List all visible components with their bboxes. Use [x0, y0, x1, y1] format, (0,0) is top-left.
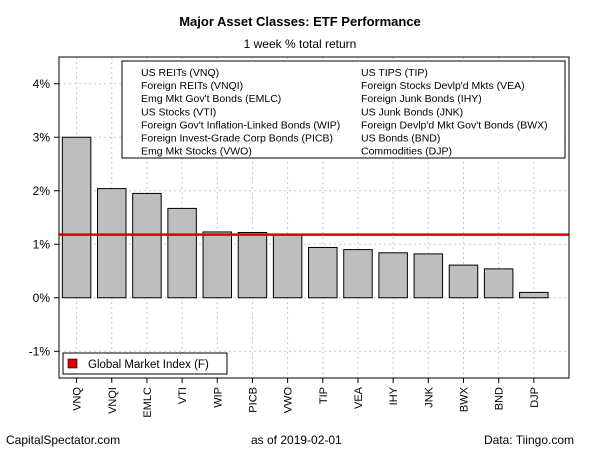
legend-reference-box [62, 352, 228, 375]
legend-etf-label: Foreign REITs (VNQI) [141, 80, 243, 92]
chart-title: Major Asset Classes: ETF Performance [179, 14, 421, 29]
legend-etf-label: Foreign Gov't Inflation-Linked Bonds (WI… [141, 119, 340, 131]
legend-etf-label: US Bonds (BND) [361, 133, 440, 145]
bar-vti [167, 207, 197, 299]
legend-etf-label: US Junk Bonds (JNK) [361, 106, 463, 118]
y-tick-label: 4% [33, 77, 51, 91]
x-tick-label: VWO [283, 387, 295, 414]
y-tick-label: 1% [33, 237, 51, 251]
x-tick-label: JNK [423, 386, 435, 407]
plot-frame [58, 56, 570, 379]
x-tick-label: BWX [458, 386, 470, 412]
bar-emlc [132, 192, 162, 299]
y-tick-label: 2% [33, 184, 51, 198]
legend-reference-label: Global Market Index (F) [88, 359, 209, 371]
x-tick-label: VNQ [72, 387, 84, 411]
y-tick-label: 3% [33, 130, 51, 144]
y-tick-label: 0% [33, 291, 51, 305]
chart-subtitle: 1 week % total return [243, 37, 357, 51]
legend-etf-box [121, 60, 566, 159]
x-tick-label: PICB [247, 387, 259, 413]
bar-vea [343, 249, 373, 299]
legend-etf-label: US REITs (VNQ) [141, 67, 219, 79]
x-tick-label: VTI [177, 387, 189, 404]
x-tick-label: DJP [529, 387, 541, 408]
legend-etf-label: Foreign Invest-Grade Corp Bonds (PICB) [141, 133, 333, 145]
bar-bwx [448, 264, 479, 299]
bar-vnq [61, 136, 92, 299]
x-tick-label: EMLC [142, 387, 154, 418]
x-tick-label: VNQI [107, 387, 119, 414]
bar-ihy [378, 252, 408, 299]
x-tick-label: WIP [212, 387, 224, 408]
x-tick-label: VEA [353, 386, 365, 409]
bar-wip [202, 231, 233, 299]
x-tick-label: TIP [318, 387, 330, 404]
legend-reference-swatch [67, 358, 78, 369]
bar-picb [237, 231, 268, 299]
bar-vnqi [97, 188, 127, 299]
legend-etf-label: Emg Mkt Gov't Bonds (EMLC) [141, 93, 281, 105]
bar-tip [308, 246, 338, 299]
bar-jnk [413, 253, 444, 299]
footer-source-site: CapitalSpectator.com [6, 433, 121, 447]
legend-etf-label: Foreign Junk Bonds (IHY) [361, 93, 482, 105]
footer-data-credit: Data: Tiingo.com [483, 433, 574, 447]
legend-etf-label: Emg Mkt Stocks (VWO) [141, 146, 252, 158]
legend-etf-label: US TIPS (TIP) [361, 67, 428, 79]
y-tick-label: -1% [29, 344, 51, 358]
x-tick-label: BND [494, 387, 506, 410]
footer-date: as of 2019-02-01 [251, 433, 342, 447]
legend-etf-label: Commodities (DJP) [361, 146, 452, 158]
bar-bnd [483, 268, 514, 299]
bar-djp [519, 291, 549, 299]
legend-etf-label: US Stocks (VTI) [141, 106, 216, 118]
legend-etf-label: Foreign Devlp'd Mkt Gov't Bonds (BWX) [361, 119, 548, 131]
legend-etf-label: Foreign Stocks Devlp'd Mkts (VEA) [361, 80, 525, 92]
x-tick-label: IHY [388, 386, 400, 405]
bar-vwo [272, 234, 303, 299]
